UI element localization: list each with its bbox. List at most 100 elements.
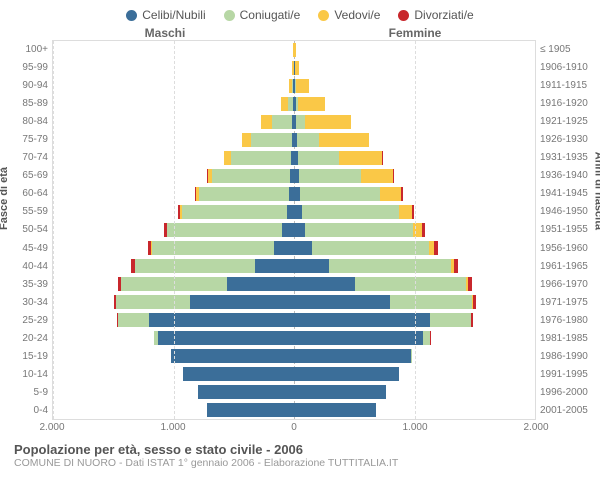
x-axis: 2.0001.00001.0002.000 (52, 420, 536, 436)
legend-label: Coniugati/e (240, 8, 301, 22)
age-label: 70-74 (0, 149, 48, 167)
segment (198, 385, 294, 400)
legend-item: Vedovi/e (318, 8, 380, 22)
pyramid-row (53, 185, 535, 203)
y-axis-title-right: Anni di nascita (592, 152, 600, 230)
x-tick-label: 0 (291, 422, 297, 433)
segment (272, 115, 292, 130)
birth-year-label: 1906-1910 (540, 58, 600, 76)
legend: Celibi/Nubili Coniugati/e Vedovi/e Divorzia… (0, 0, 600, 26)
birth-year-label: 1916-1920 (540, 94, 600, 112)
birth-year-label: 1941-1945 (540, 185, 600, 203)
chart-title: Popolazione per età, sesso e stato civil… (14, 442, 586, 457)
pyramid-row (53, 257, 535, 275)
birth-year-label: 1976-1980 (540, 311, 600, 329)
segment (294, 241, 312, 256)
segment (454, 259, 459, 274)
segment (361, 169, 392, 184)
pyramid-row (53, 59, 535, 77)
age-label: 100+ (0, 40, 48, 58)
pyramid-row (53, 113, 535, 131)
segment (118, 313, 149, 328)
y-axis-left: 100+95-9990-9485-8980-8475-7970-7465-696… (0, 40, 52, 420)
segment (473, 295, 476, 310)
segment (255, 259, 294, 274)
segment (296, 79, 309, 94)
footer: Popolazione per età, sesso e stato civil… (0, 436, 600, 475)
segment (224, 151, 231, 166)
pyramid-row (53, 221, 535, 239)
birth-year-label: 1946-1950 (540, 203, 600, 221)
birth-year-label: 1981-1985 (540, 330, 600, 348)
x-tick-label: 2.000 (523, 422, 548, 433)
pyramid-row (53, 365, 535, 383)
pyramid-row (53, 293, 535, 311)
segment (401, 187, 403, 202)
x-tick-label: 1.000 (160, 422, 185, 433)
legend-item: Coniugati/e (224, 8, 301, 22)
segment (319, 133, 370, 148)
segment (295, 61, 300, 76)
birth-year-label: 1951-1955 (540, 221, 600, 239)
x-tick-label: 1.000 (402, 422, 427, 433)
segment (294, 313, 430, 328)
segment (242, 133, 250, 148)
segment (380, 187, 402, 202)
segment (149, 313, 294, 328)
segment (294, 367, 399, 382)
segment (297, 133, 319, 148)
birth-year-label: 1971-1975 (540, 293, 600, 311)
segment (152, 241, 274, 256)
legend-item: Divorziati/e (398, 8, 473, 22)
age-label: 90-94 (0, 76, 48, 94)
segment (158, 331, 294, 346)
legend-swatch (318, 10, 329, 21)
pyramid-row (53, 329, 535, 347)
segment (305, 223, 413, 238)
plot (52, 40, 536, 420)
segment (190, 295, 294, 310)
segment (411, 349, 412, 364)
rows (53, 41, 535, 419)
segment (287, 205, 294, 220)
birth-year-label: 1966-1970 (540, 275, 600, 293)
segment (261, 115, 272, 130)
birth-year-label: 1991-1995 (540, 366, 600, 384)
legend-label: Celibi/Nubili (142, 8, 205, 22)
segment (167, 223, 281, 238)
x-tick-label: 2.000 (39, 422, 64, 433)
age-label: 5-9 (0, 384, 48, 402)
age-label: 35-39 (0, 275, 48, 293)
segment (299, 169, 362, 184)
segment (199, 187, 289, 202)
legend-label: Vedovi/e (334, 8, 380, 22)
segment (294, 223, 305, 238)
segment (294, 277, 355, 292)
age-label: 15-19 (0, 348, 48, 366)
segment (390, 295, 472, 310)
segment (305, 115, 351, 130)
segment (294, 295, 390, 310)
segment (294, 205, 302, 220)
segment (423, 331, 430, 346)
segment (294, 403, 376, 418)
birth-year-label: 1911-1915 (540, 76, 600, 94)
y-axis-title-left: Fasce di età (0, 167, 10, 230)
segment (227, 277, 294, 292)
pyramid-row (53, 95, 535, 113)
segment (471, 313, 472, 328)
segment (393, 169, 394, 184)
segment (468, 277, 472, 292)
segment (296, 115, 304, 130)
birth-year-label: ≤ 1905 (540, 40, 600, 58)
pyramid-row (53, 383, 535, 401)
age-label: 95-99 (0, 58, 48, 76)
segment (171, 349, 294, 364)
chart-area: Fasce di età 100+95-9990-9485-8980-8475-… (0, 40, 600, 420)
segment (339, 151, 382, 166)
y-axis-right: ≤ 19051906-19101911-19151916-19201921-19… (536, 40, 600, 420)
segment (183, 367, 294, 382)
segment (212, 169, 290, 184)
pyramid-row (53, 239, 535, 257)
legend-item: Celibi/Nubili (126, 8, 205, 22)
